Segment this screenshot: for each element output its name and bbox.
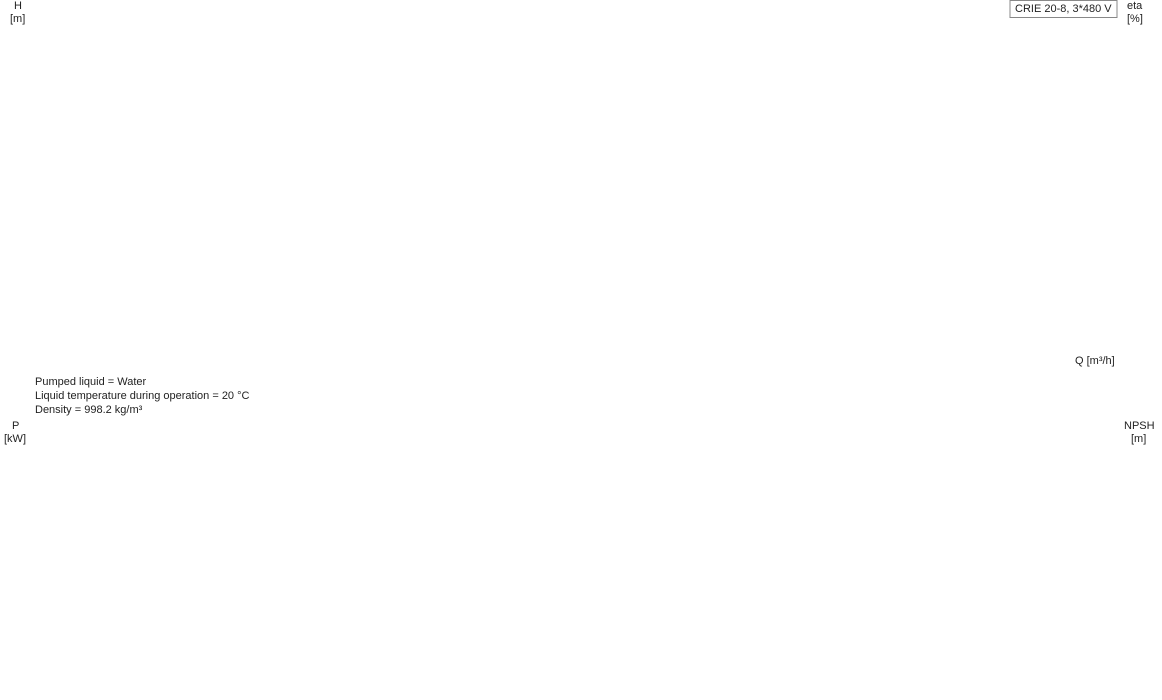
x-axis-label: Q [m³/h]	[1075, 355, 1115, 367]
y-axis-unit: [m]	[10, 13, 25, 25]
y-axis-label: H	[14, 0, 22, 12]
annotation: Liquid temperature during operation = 20…	[35, 390, 250, 402]
y2-axis-label: eta	[1127, 0, 1143, 12]
y2-axis-unit: [m]	[1131, 433, 1146, 445]
y-axis-unit: [kW]	[4, 433, 26, 445]
labels: H [m] eta [%] CRIE 20-8, 3*480 V Q [m³/h…	[4, 0, 1155, 445]
title-box	[1009, 0, 1118, 18]
y2-axis-label: NPSH	[1124, 420, 1155, 432]
annotation: Density = 998.2 kg/m³	[35, 404, 143, 416]
chart-title: CRIE 20-8, 3*480 V	[1015, 3, 1112, 15]
annotation: Pumped liquid = Water	[35, 376, 147, 388]
y-axis-label: P	[12, 420, 19, 432]
y2-axis-unit: [%]	[1127, 13, 1143, 25]
